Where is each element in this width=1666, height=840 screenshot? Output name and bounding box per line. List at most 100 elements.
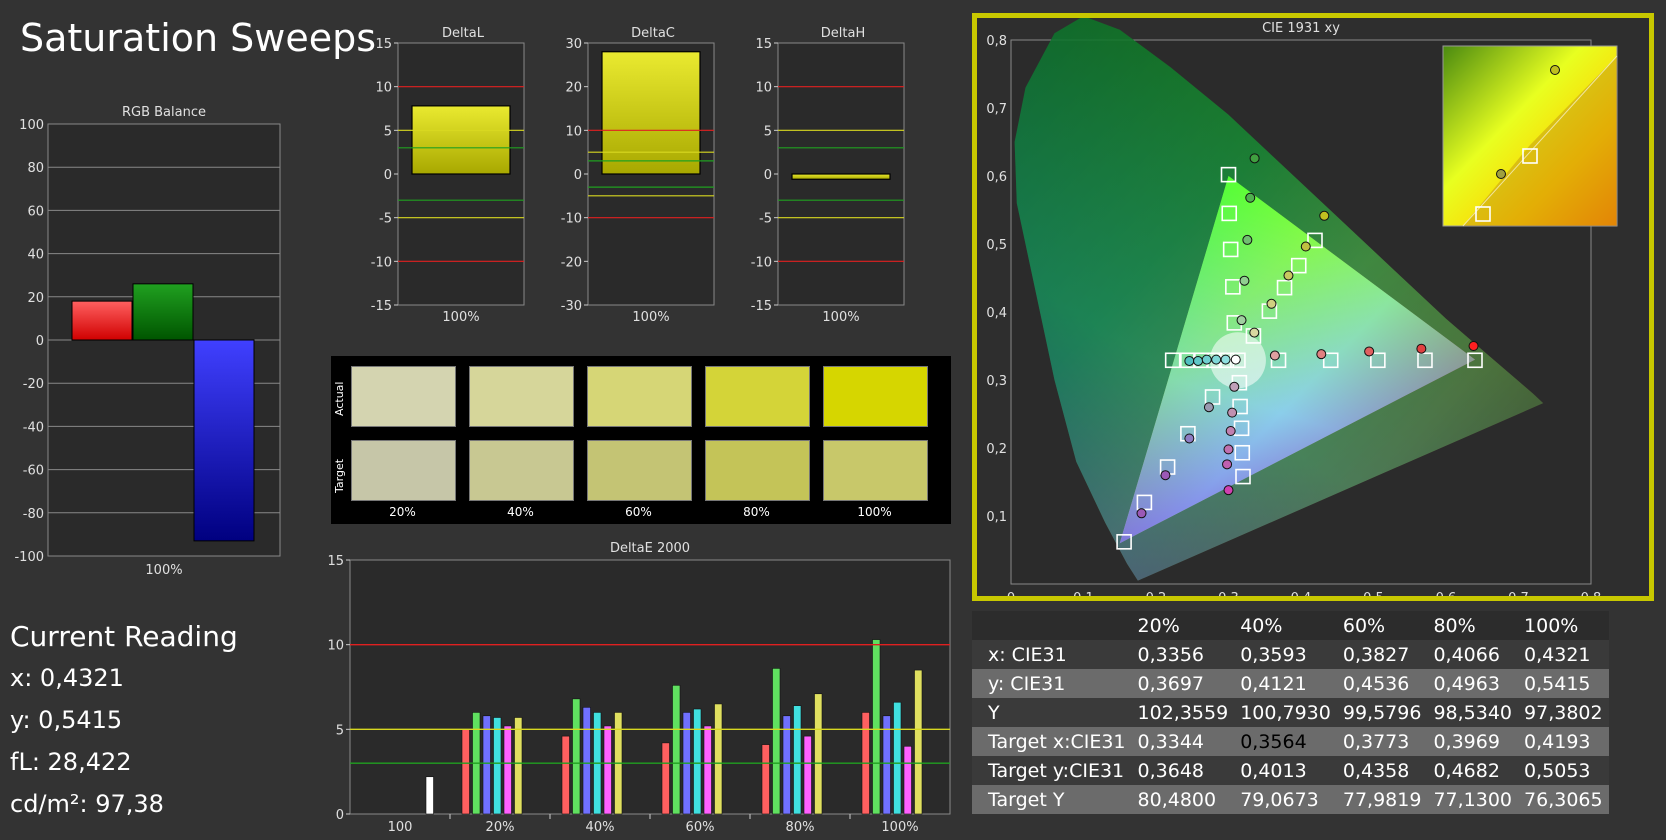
table-cell[interactable]: 99,5796 bbox=[1336, 698, 1428, 727]
deltae-bar bbox=[714, 703, 723, 815]
table-cell[interactable]: 0,5053 bbox=[1518, 756, 1609, 785]
cie-measured-point bbox=[1184, 355, 1195, 366]
color-swatches: Actual Target 20% 40% 60% 80% 100% bbox=[331, 356, 951, 524]
deltah-tick-label-1: 10 bbox=[755, 81, 772, 96]
deltae-bar bbox=[582, 707, 591, 815]
table-cell[interactable]: 0,3564 bbox=[1234, 727, 1337, 756]
deltae-bar bbox=[514, 717, 523, 815]
table-row: x: CIE31 0,3356 0,3593 0,3827 0,4066 0,4321 bbox=[972, 640, 1609, 669]
table-cell[interactable]: 0,3648 bbox=[1131, 756, 1235, 785]
deltae-bar bbox=[772, 668, 781, 815]
cie-title: CIE 1931 xy bbox=[1262, 21, 1340, 36]
table-cell[interactable]: 0,4963 bbox=[1427, 669, 1519, 698]
swatch-label: 60% bbox=[625, 505, 652, 519]
swatch-label: 20% bbox=[389, 505, 416, 519]
table-cell[interactable]: 0,4321 bbox=[1518, 640, 1609, 669]
delta-e-2000-chart: DeltaE 2000 15 10 5 0 100 20% 40% 60% 80% 100% bbox=[327, 541, 951, 835]
cie-target-marker bbox=[1235, 468, 1251, 485]
deltah-tick-label-2: 5 bbox=[764, 124, 772, 139]
target-row-label: Target bbox=[333, 458, 346, 493]
table-cell[interactable]: 0,4682 bbox=[1427, 756, 1519, 785]
table-cell[interactable]: 102,3559 bbox=[1131, 698, 1235, 727]
cie-measured-point bbox=[1193, 355, 1204, 366]
rgb-balance-title: RGB Balance bbox=[122, 105, 206, 120]
cie-measured-point bbox=[1227, 407, 1238, 418]
table-cell[interactable]: 77,1300 bbox=[1427, 785, 1519, 814]
table-cell[interactable]: 0,3593 bbox=[1234, 640, 1337, 669]
table-cell[interactable]: 0,4066 bbox=[1427, 640, 1519, 669]
deltae-tick-label-2: 5 bbox=[336, 723, 344, 738]
deltah-tick-label-6: -15 bbox=[751, 299, 772, 314]
table-column-header: 40% bbox=[1234, 611, 1337, 640]
cie-measured-point bbox=[1249, 153, 1260, 164]
table-column-header: 80% bbox=[1427, 611, 1519, 640]
cie-x-tick-label-0: 0 bbox=[1007, 591, 1015, 596]
target-swatch bbox=[587, 440, 692, 501]
deltae-bar bbox=[882, 715, 891, 815]
deltac-tick-label-5: -20 bbox=[561, 255, 582, 270]
rgb-tick-label-2: 60 bbox=[27, 204, 44, 219]
cie-measured-point bbox=[1249, 327, 1260, 338]
cie-measured-point bbox=[1242, 234, 1253, 245]
deltal-tick-label-5: -10 bbox=[371, 255, 392, 270]
deltae-bar bbox=[693, 708, 702, 815]
deltac-tick-label-3: 0 bbox=[574, 168, 582, 183]
cie-target-marker bbox=[1116, 534, 1132, 550]
table-cell[interactable]: 0,5415 bbox=[1518, 669, 1609, 698]
table-cell[interactable]: 0,4358 bbox=[1336, 756, 1428, 785]
table-cell[interactable]: 0,3344 bbox=[1131, 727, 1235, 756]
table-cell[interactable]: 80,4800 bbox=[1131, 785, 1235, 814]
table-cell[interactable]: 76,3065 bbox=[1518, 785, 1609, 814]
table-cell[interactable]: 0,3356 bbox=[1131, 640, 1235, 669]
table-lead-cell bbox=[972, 756, 982, 785]
cie-y-tick-label-0: 0,1 bbox=[986, 510, 1007, 525]
table-cell[interactable]: 0,4121 bbox=[1234, 669, 1337, 698]
rgb-tick-label-7: -40 bbox=[23, 420, 44, 435]
deltah-title: DeltaH bbox=[821, 26, 865, 41]
cie-target-marker bbox=[1417, 352, 1433, 369]
cie-inset-target-marker bbox=[1475, 206, 1491, 222]
table-corner-cell bbox=[982, 611, 1132, 640]
reading-y: y: 0,5415 bbox=[10, 706, 123, 734]
cie-inset-measured-point bbox=[1550, 65, 1560, 75]
table-cell[interactable]: 0,4013 bbox=[1234, 756, 1337, 785]
deltae-tick-label-1: 10 bbox=[327, 639, 344, 654]
swatch-label: 100% bbox=[857, 505, 892, 519]
table-cell[interactable]: 77,9819 bbox=[1336, 785, 1428, 814]
table-cell[interactable]: 0,3697 bbox=[1131, 669, 1235, 698]
rgb-balance-chart: RGB Balance 100 80 60 40 20 0 -20 -40 -60 -80 -100 1… bbox=[14, 105, 281, 578]
table-cell[interactable]: 0,3969 bbox=[1427, 727, 1519, 756]
current-reading-title: Current Reading bbox=[10, 620, 238, 653]
table-lead-cell bbox=[972, 640, 982, 669]
table-cell[interactable]: 97,3802 bbox=[1518, 698, 1609, 727]
cie-y-tick-label-3: 0,4 bbox=[986, 306, 1007, 321]
table-cell[interactable]: 79,0673 bbox=[1234, 785, 1337, 814]
deltal-title: DeltaL bbox=[442, 26, 485, 41]
deltae-bar bbox=[703, 725, 712, 815]
table-row: Target x:CIE31 0,3344 0,3564 0,3773 0,3969 0,… bbox=[972, 727, 1609, 756]
deltac-tick-label-1: 20 bbox=[565, 81, 582, 96]
cie-y-tick-label-4: 0,5 bbox=[986, 238, 1007, 253]
rgb-tick-label-3: 40 bbox=[27, 248, 44, 263]
cie-y-tick-label-1: 0,2 bbox=[986, 442, 1007, 457]
deltac-group: DeltaC 30 20 10 0 -10 -20 -30 100% bbox=[561, 26, 715, 325]
deltae-category-label-5: 100% bbox=[881, 820, 918, 835]
table-cell[interactable]: 98,5340 bbox=[1427, 698, 1519, 727]
table-cell[interactable]: 0,3827 bbox=[1336, 640, 1428, 669]
deltae-bar bbox=[761, 744, 770, 815]
deltae-bar bbox=[503, 725, 512, 815]
cie-target-marker bbox=[1307, 232, 1323, 249]
deltal-group: DeltaL 15 10 5 0 -5 -10 -15 100% bbox=[371, 26, 525, 325]
table-cell[interactable]: 0,4536 bbox=[1336, 669, 1428, 698]
swatch-label: 40% bbox=[507, 505, 534, 519]
cie-measured-point bbox=[1230, 354, 1241, 365]
table-cell[interactable]: 0,4193 bbox=[1518, 727, 1609, 756]
deltae-category-label-4: 80% bbox=[786, 820, 815, 835]
table-cell[interactable]: 0,3773 bbox=[1336, 727, 1428, 756]
cie-measured-point bbox=[1229, 381, 1240, 392]
deltae-bar bbox=[572, 698, 581, 815]
deltae-bar bbox=[903, 745, 912, 815]
rgb-bar-B bbox=[193, 339, 255, 542]
table-row: Target y:CIE31 0,3648 0,4013 0,4358 0,4682 0,… bbox=[972, 756, 1609, 785]
table-cell[interactable]: 100,7930 bbox=[1234, 698, 1337, 727]
